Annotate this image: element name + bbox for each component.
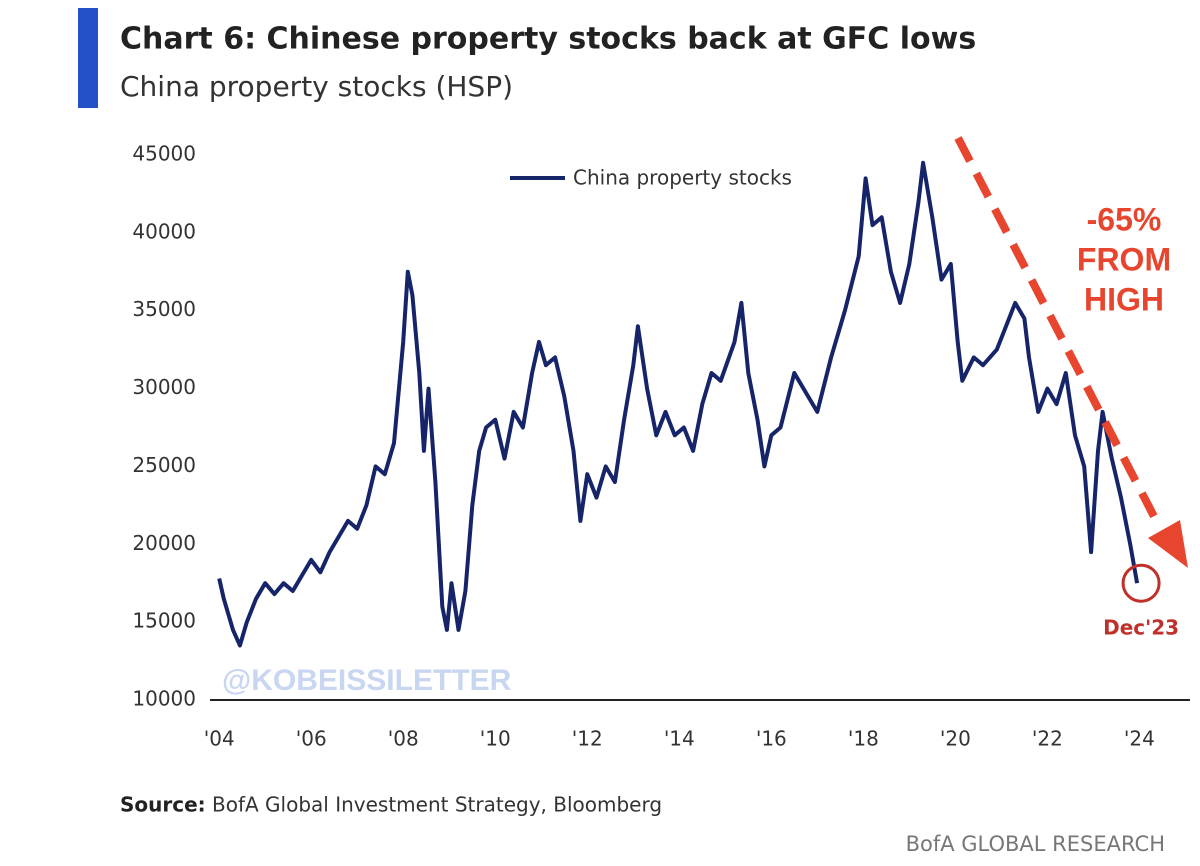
highlight-circle bbox=[1121, 563, 1161, 603]
y-tick-label: 20000 bbox=[132, 531, 196, 555]
legend-label: China property stocks bbox=[573, 166, 792, 190]
x-tick-label: '24 bbox=[1124, 727, 1155, 751]
arrow-shaft bbox=[954, 136, 1164, 530]
y-tick-label: 10000 bbox=[132, 687, 196, 711]
point-label: Dec'23 bbox=[1103, 616, 1179, 640]
y-tick-label: 30000 bbox=[132, 375, 196, 399]
x-tick-label: '20 bbox=[940, 727, 971, 751]
y-tick-label: 40000 bbox=[132, 219, 196, 243]
x-tick-label: '04 bbox=[204, 727, 235, 751]
chart-subtitle: China property stocks (HSP) bbox=[120, 70, 513, 103]
annotation: HIGH bbox=[1084, 281, 1164, 317]
y-tick-label: 45000 bbox=[132, 142, 196, 166]
x-tick-label: '06 bbox=[296, 727, 327, 751]
x-tick-label: '22 bbox=[1032, 727, 1063, 751]
x-tick-label: '18 bbox=[848, 727, 879, 751]
x-tick-label: '08 bbox=[388, 727, 419, 751]
y-tick-label: 35000 bbox=[132, 297, 196, 321]
watermark: @KOBEISSILETTER bbox=[222, 664, 512, 697]
arrow-head bbox=[1148, 520, 1188, 568]
x-tick-label: '16 bbox=[756, 727, 787, 751]
source-label: Source: bbox=[120, 793, 206, 817]
y-tick-label: 25000 bbox=[132, 453, 196, 477]
y-tick-label: 15000 bbox=[132, 609, 196, 633]
annotation: FROM bbox=[1077, 241, 1171, 277]
x-tick-label: '12 bbox=[572, 727, 603, 751]
annotation: -65% bbox=[1087, 201, 1162, 237]
title-bar bbox=[78, 8, 98, 108]
source: BofA Global Investment Strategy, Bloombe… bbox=[212, 793, 662, 817]
chart-title: Chart 6: Chinese property stocks back at… bbox=[120, 22, 976, 57]
x-tick-label: '10 bbox=[480, 727, 511, 751]
line bbox=[217, 160, 1140, 648]
x-tick-label: '14 bbox=[664, 727, 695, 751]
branding: BofA GLOBAL RESEARCH bbox=[906, 832, 1165, 856]
